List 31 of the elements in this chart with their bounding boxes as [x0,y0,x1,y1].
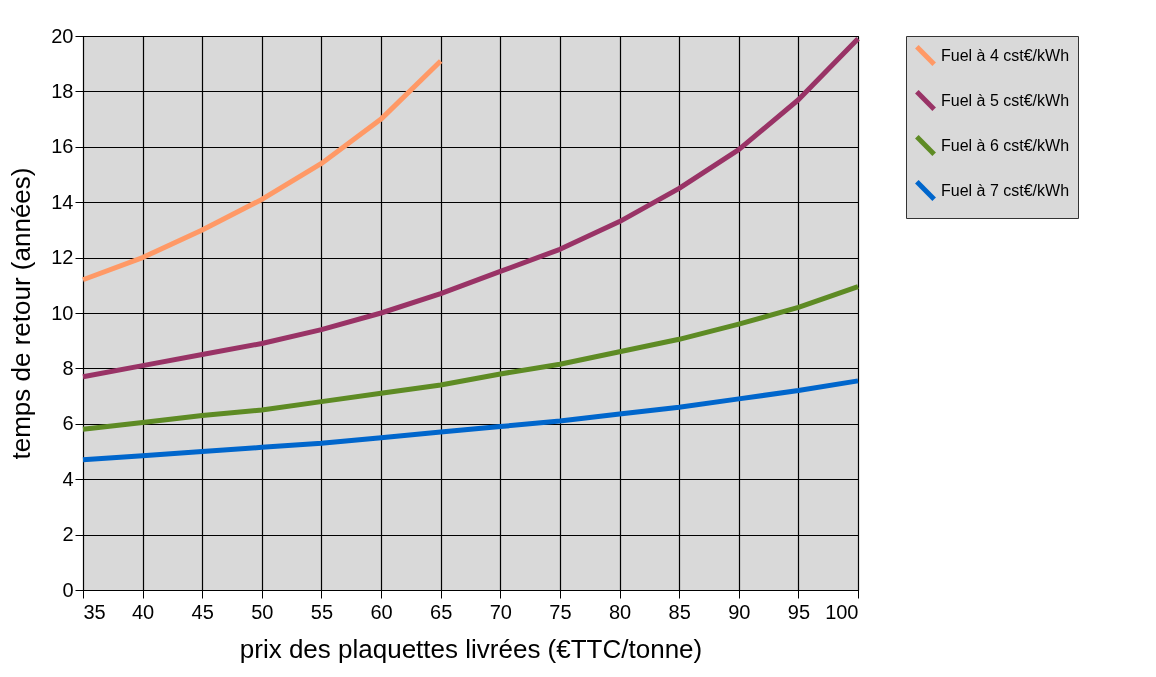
y-tick-label: 12 [51,246,74,269]
y-tick-label: 6 [62,412,74,435]
x-tick-label: 90 [728,600,751,623]
y-tick-label: 8 [62,356,74,379]
legend-label: Fuel à 6 cst€/kWh [941,136,1070,154]
x-tick-label: 65 [430,600,453,623]
x-tick-label: 70 [489,600,512,623]
y-tick-label: 2 [62,523,74,546]
y-tick-label: 0 [62,578,74,601]
y-axis-title: temps de retour (années) [6,167,37,460]
y-tick-label: 20 [51,24,74,47]
x-tick-label: 80 [608,600,632,623]
y-tick-label: 14 [51,190,74,213]
y-tick-label: 4 [62,467,74,490]
legend-label: Fuel à 4 cst€/kWh [941,46,1070,64]
y-tick-label: 18 [51,79,74,102]
x-tick-label: 95 [787,600,811,623]
x-tick-label: 40 [131,600,155,623]
x-tick-label: 55 [310,600,334,623]
x-axis-title: prix des plaquettes livrées (€TTC/tonne) [239,633,703,664]
y-tick-label: 10 [51,301,74,324]
x-tick-label: 50 [251,600,274,623]
legend-label: Fuel à 7 cst€/kWh [941,181,1070,199]
y-tick-label: 16 [51,135,74,158]
x-tick-label: 75 [549,600,572,623]
x-tick-label: 45 [191,600,214,623]
x-tick-label: 35 [83,600,106,623]
x-tick-label: 100 [825,600,859,623]
legend-label: Fuel à 5 cst€/kWh [941,91,1070,109]
x-tick-label: 60 [370,600,393,623]
x-tick-label: 85 [668,600,691,623]
